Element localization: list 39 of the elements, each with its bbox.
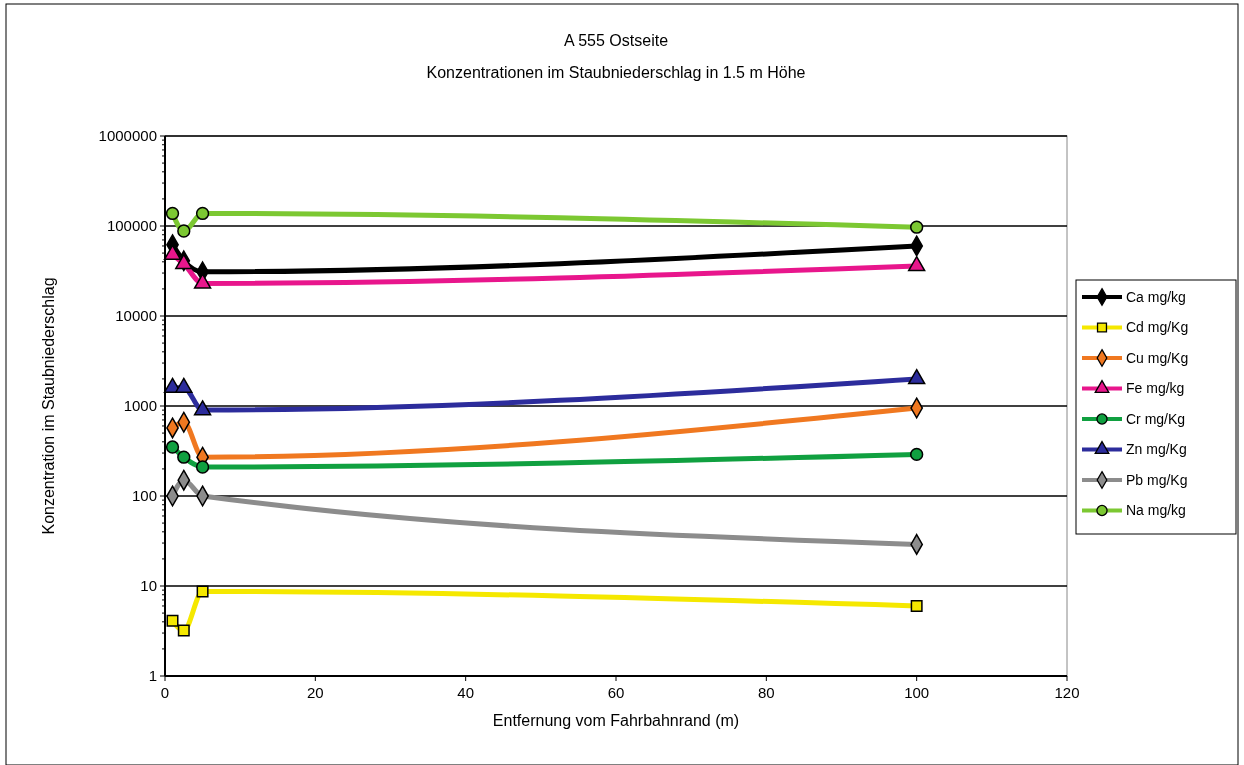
y-tick-label: 1000000 bbox=[98, 127, 157, 145]
legend-label: Cd mg/Kg bbox=[1126, 319, 1189, 336]
legend-label: Fe mg/kg bbox=[1126, 380, 1185, 397]
x-tick-label: 120 bbox=[1054, 684, 1080, 701]
point bbox=[165, 206, 180, 221]
x-tick-label: 100 bbox=[904, 684, 930, 701]
point bbox=[910, 220, 924, 234]
legend-label: Pb mg/Kg bbox=[1126, 471, 1188, 488]
chart-title: A 555 Ostseite bbox=[563, 32, 669, 49]
y-tick-label: 1 bbox=[148, 667, 157, 685]
point bbox=[177, 624, 190, 637]
y-tick-label: 100000 bbox=[106, 217, 157, 235]
point bbox=[196, 585, 209, 598]
point bbox=[910, 599, 923, 612]
x-axis-title: Entfernung vom Fahrbahnrand (m) bbox=[492, 712, 740, 729]
x-tick-label: 40 bbox=[457, 684, 475, 701]
legend-label: Ca mg/kg bbox=[1126, 288, 1186, 305]
y-tick-label: 100 bbox=[131, 487, 157, 505]
point bbox=[166, 614, 179, 627]
y-axis-title: Konzentration im Staubniederschlag bbox=[40, 277, 57, 535]
x-tick-label: 0 bbox=[160, 684, 170, 701]
point bbox=[177, 224, 191, 238]
point bbox=[910, 447, 924, 462]
y-tick-label: 10000 bbox=[115, 307, 157, 325]
y-tick-label: 1000 bbox=[123, 397, 157, 415]
point bbox=[193, 400, 212, 416]
point bbox=[165, 440, 180, 454]
x-tick-label: 60 bbox=[607, 684, 625, 701]
x-tick-label: 80 bbox=[757, 684, 775, 701]
x-tick-label: 20 bbox=[306, 684, 324, 701]
point bbox=[195, 460, 210, 474]
y-tick-label: 10 bbox=[140, 577, 157, 595]
legend-label: Zn mg/Kg bbox=[1126, 441, 1187, 458]
chart-subtitle: Konzentrationen im Staubniederschlag in 1.5 m Höhe bbox=[426, 64, 806, 81]
point bbox=[195, 206, 210, 221]
legend-label: Cr mg/Kg bbox=[1126, 410, 1186, 427]
point bbox=[177, 450, 191, 464]
legend-label: Na mg/kg bbox=[1126, 502, 1186, 519]
legend-label: Cu mg/Kg bbox=[1126, 349, 1189, 366]
